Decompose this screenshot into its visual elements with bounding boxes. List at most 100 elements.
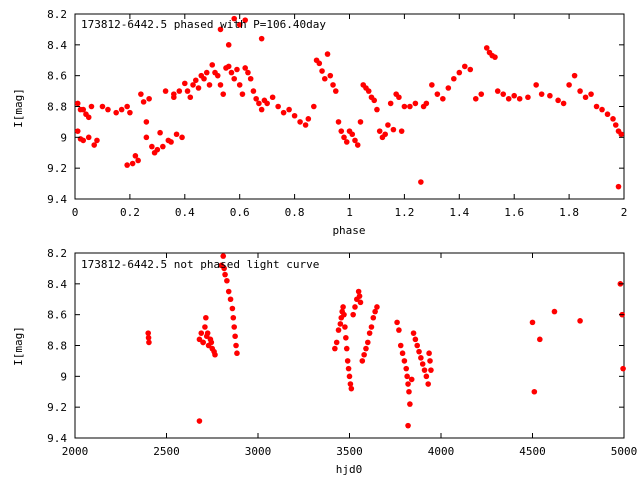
unphased-data-point — [347, 381, 354, 387]
unphased-data-point — [220, 253, 227, 259]
unphased-y-axis-label: I[mag] — [12, 326, 25, 366]
phased-data-point — [505, 95, 512, 102]
phased-data-point — [99, 103, 106, 110]
unphased-data-point — [196, 418, 203, 424]
phased-data-point — [604, 111, 611, 118]
phased-data-point — [525, 94, 531, 101]
unphased-data-point — [341, 311, 347, 318]
unphased-data-point — [421, 367, 428, 373]
unphased-data-point — [363, 345, 369, 352]
phased-data-point — [94, 137, 100, 144]
unphased-data-point — [145, 330, 151, 336]
unphased-data-point — [337, 321, 344, 327]
unphased-data-point — [406, 388, 412, 395]
phased-data-point — [398, 128, 405, 134]
phased-data-point — [516, 95, 523, 102]
phased-data-point — [456, 69, 463, 76]
phased-data-point — [335, 119, 342, 125]
unphased-data-point — [145, 334, 152, 341]
unphased-data-point — [427, 358, 433, 364]
phased-data-point — [209, 62, 216, 68]
phased-chart-title: 173812-6442.5 phased with P=106.40day — [81, 18, 326, 31]
unphased-y-ticks: 8.2 8.4 8.6 8.8 9 9.2 9.4 — [47, 247, 624, 445]
phased-data-point — [311, 103, 317, 110]
phased-data-point — [275, 103, 281, 110]
phased-data-point — [264, 100, 270, 107]
unphased-data-point — [356, 293, 363, 299]
phased-data-point — [225, 63, 232, 70]
phased-x-tick-label: 0.2 — [120, 206, 140, 219]
unphased-x-tick-label: 3500 — [336, 445, 363, 458]
phased-y-tick-label: 8.6 — [47, 70, 67, 83]
unphased-x-tick-label: 4500 — [519, 445, 546, 458]
unphased-data-point — [146, 339, 152, 346]
phased-x-ticks: 0 0.2 0.4 0.6 0.8 1 1.2 1.4 1.6 1.8 2 — [72, 14, 627, 219]
unphased-data-point — [222, 271, 228, 278]
unphased-data-point — [404, 373, 410, 380]
unphased-y-tick-label: 8.4 — [47, 278, 67, 291]
unphased-y-tick-label: 8.6 — [47, 309, 67, 322]
phased-data-point — [382, 131, 388, 138]
phased-data-point — [445, 85, 452, 91]
unphased-data-point — [346, 373, 353, 380]
phased-data-point — [135, 157, 141, 164]
phased-data-point — [472, 95, 479, 102]
phased-data-point — [184, 88, 191, 94]
unphased-data-point — [394, 319, 400, 326]
phased-data-point — [242, 17, 248, 23]
unphased-x-ticks: 2000 2500 3000 3500 4000 4500 5000 — [62, 253, 637, 458]
phased-data-point — [610, 116, 616, 122]
phased-data-point — [615, 183, 622, 190]
phased-data-point — [343, 139, 350, 145]
phased-data-point — [225, 42, 232, 48]
phased-data-point — [538, 91, 545, 97]
phased-data-point — [429, 82, 435, 88]
unphased-data-point — [343, 334, 349, 341]
phased-data-points — [74, 15, 625, 190]
unphased-data-point — [359, 358, 366, 364]
unphased-data-point — [204, 330, 211, 336]
phased-data-point — [385, 122, 391, 128]
phased-data-point — [168, 139, 174, 145]
phased-data-point — [201, 75, 207, 82]
phased-data-point — [324, 51, 331, 57]
phased-y-tick-label: 9 — [60, 131, 67, 144]
phased-data-point — [316, 60, 323, 67]
phased-data-point — [228, 69, 235, 76]
phased-data-point — [176, 88, 183, 94]
unphased-data-point — [224, 277, 230, 284]
unphased-data-point — [370, 314, 377, 321]
phased-data-point — [105, 106, 111, 113]
phased-data-point — [173, 131, 180, 138]
phased-y-ticks: 8.2 8.4 8.6 8.8 9 9.2 9.4 — [47, 8, 624, 206]
phased-data-point — [612, 122, 619, 128]
unphased-data-point — [551, 308, 558, 315]
unphased-y-tick-label: 9.4 — [47, 432, 67, 445]
phased-data-point — [547, 92, 553, 99]
phased-data-point — [129, 160, 136, 167]
unphased-data-point — [342, 324, 348, 330]
unphased-data-point — [368, 324, 375, 330]
unphased-data-point — [374, 304, 380, 310]
unphased-data-point — [340, 304, 346, 310]
phased-y-tick-label: 9.2 — [47, 162, 67, 175]
phased-plot-frame — [74, 13, 625, 200]
phased-data-point — [478, 91, 485, 97]
phased-data-point — [302, 122, 309, 128]
unphased-data-point — [198, 330, 205, 336]
unphased-data-point — [196, 336, 203, 343]
phased-data-point — [160, 143, 166, 150]
phased-data-point — [396, 94, 402, 101]
phased-data-point — [124, 103, 130, 110]
unphased-data-point — [418, 355, 424, 361]
phased-data-point — [365, 88, 372, 94]
phased-data-point — [319, 68, 325, 74]
unphased-data-point — [419, 361, 426, 367]
phased-data-point — [143, 134, 150, 141]
unphased-y-tick-label: 9 — [60, 370, 67, 383]
phased-x-tick-label: 0.6 — [230, 206, 250, 219]
unphased-data-point — [202, 324, 208, 330]
phased-x-axis-label: phase — [332, 224, 365, 237]
phased-data-point — [113, 109, 119, 116]
phased-data-point — [231, 75, 238, 82]
